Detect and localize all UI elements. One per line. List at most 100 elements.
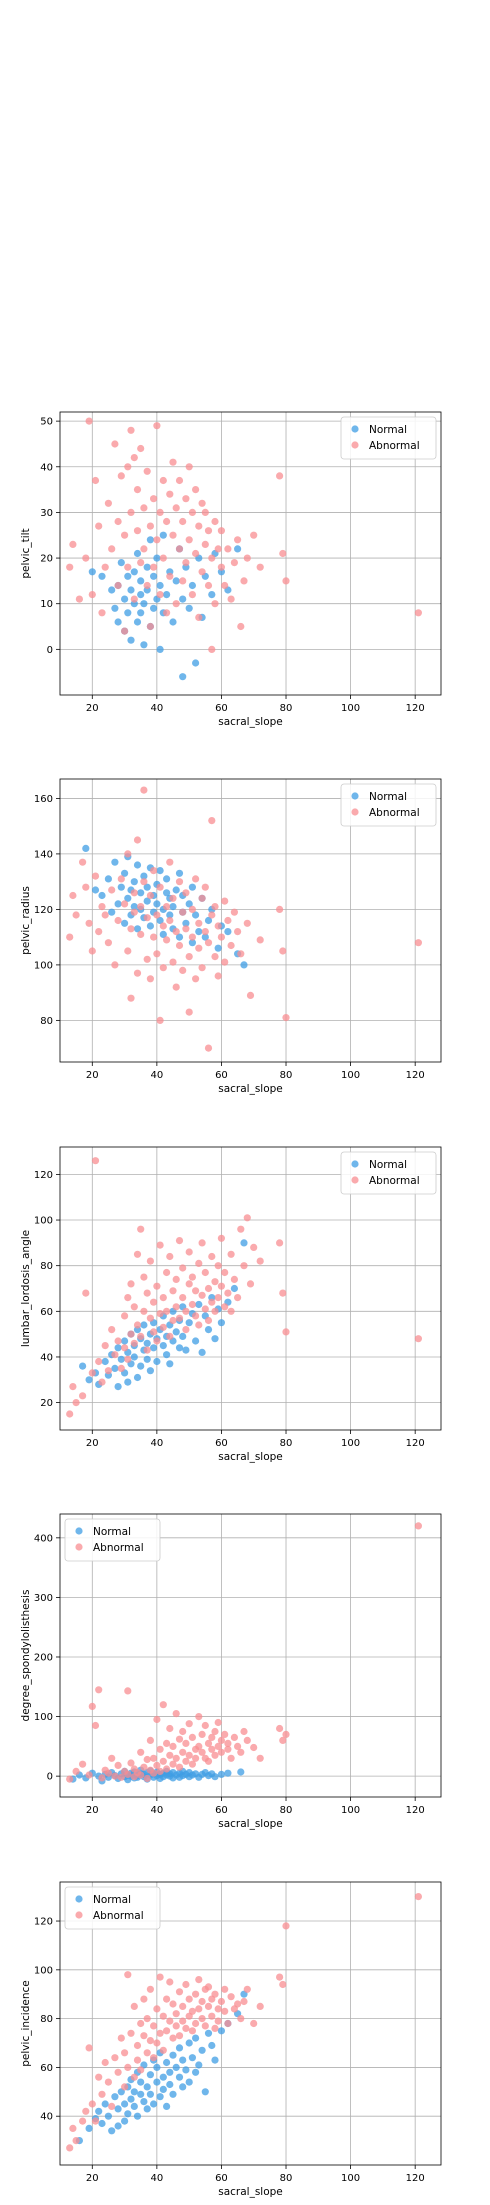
data-point (227, 1993, 235, 2001)
data-point (114, 2122, 122, 2130)
x-tick-label: 120 (406, 1070, 425, 1081)
data-point (146, 522, 154, 530)
data-point (188, 883, 196, 891)
data-point (124, 572, 132, 580)
data-point (127, 586, 135, 594)
data-point (169, 458, 177, 466)
data-point (204, 1757, 213, 1765)
data-point (211, 953, 219, 961)
y-axis-label: lumbar_lordosis_angle (20, 1230, 32, 1347)
data-point (150, 933, 158, 941)
data-point (237, 622, 245, 631)
data-point (163, 936, 171, 944)
data-point (237, 950, 245, 958)
data-point (146, 922, 154, 930)
data-point (98, 572, 106, 580)
data-point (179, 2002, 187, 2010)
x-tick-label: 20 (86, 1070, 99, 1081)
data-point (159, 476, 167, 485)
x-tick-label: 60 (215, 1805, 228, 1816)
series-abnormal (66, 417, 422, 654)
data-point (214, 972, 222, 980)
data-point (163, 903, 171, 911)
data-point (121, 2049, 129, 2057)
data-point (104, 2112, 112, 2120)
data-point (111, 1364, 119, 1372)
data-point (91, 2117, 100, 2125)
y-tick-label: 140 (34, 849, 53, 860)
data-point (175, 1735, 184, 1743)
legend: Normal Abnormal (340, 416, 437, 460)
data-point (98, 1774, 106, 1782)
data-point (159, 922, 167, 930)
data-point (185, 1751, 193, 1759)
data-point (143, 1755, 151, 1764)
x-axis-label: sacral_slope (218, 1083, 283, 1095)
plot-frame (59, 411, 442, 696)
data-point (195, 2061, 203, 2069)
series-normal (88, 531, 242, 681)
data-point (195, 2005, 203, 2013)
data-point (204, 1284, 213, 1293)
data-point (121, 531, 129, 539)
x-tick-label: 100 (341, 2173, 360, 2184)
data-point (166, 1751, 174, 1759)
data-point (127, 508, 135, 516)
data-point (208, 817, 216, 825)
legend-box (64, 1886, 161, 1930)
x-tick-label: 60 (215, 703, 228, 714)
data-point (66, 563, 74, 571)
data-point (127, 1280, 135, 1288)
data-point (224, 1769, 232, 1777)
data-point (143, 2015, 151, 2023)
data-point (150, 2022, 158, 2030)
x-axis-label: sacral_slope (218, 1818, 283, 1830)
data-point (150, 1298, 158, 1306)
x-tick-label: 80 (280, 1805, 293, 1816)
data-point (159, 964, 167, 972)
data-point (250, 1243, 258, 1251)
data-point (188, 905, 196, 914)
data-point (143, 2049, 151, 2057)
data-point (175, 869, 184, 877)
data-point (114, 618, 122, 626)
data-point (146, 1257, 154, 1265)
data-point (111, 858, 119, 866)
data-point (153, 1715, 161, 1724)
data-point (159, 531, 167, 539)
y-tick-label: 20 (40, 1398, 53, 1409)
data-point (182, 2024, 190, 2032)
x-tick-label: 40 (150, 1070, 163, 1081)
data-point (108, 545, 116, 553)
data-point (243, 1214, 251, 1222)
legend: Normal Abnormal (64, 1886, 161, 1930)
data-point (188, 2007, 196, 2015)
data-point (192, 2068, 200, 2076)
data-point (143, 1346, 151, 1354)
data-point (211, 517, 219, 526)
data-point (175, 1314, 184, 1322)
data-point (111, 604, 119, 612)
data-point (163, 1765, 171, 1773)
data-point (108, 908, 116, 916)
data-point (234, 2000, 242, 2008)
data-point (108, 586, 116, 594)
data-point (198, 568, 206, 576)
data-point (227, 941, 235, 950)
data-point (108, 2127, 116, 2135)
data-point (237, 2015, 245, 2023)
data-point (143, 563, 151, 571)
data-point (211, 1773, 219, 1781)
data-point (179, 1748, 187, 1756)
data-point (185, 536, 193, 544)
data-point (156, 1241, 164, 1249)
data-point (124, 1770, 132, 1778)
data-point (124, 1355, 132, 1363)
data-point (214, 1262, 222, 1270)
data-point (256, 936, 264, 944)
data-point (130, 568, 138, 576)
data-point (237, 1768, 245, 1776)
data-point (127, 2095, 135, 2103)
data-point (79, 1392, 87, 1400)
data-point (85, 2044, 93, 2052)
